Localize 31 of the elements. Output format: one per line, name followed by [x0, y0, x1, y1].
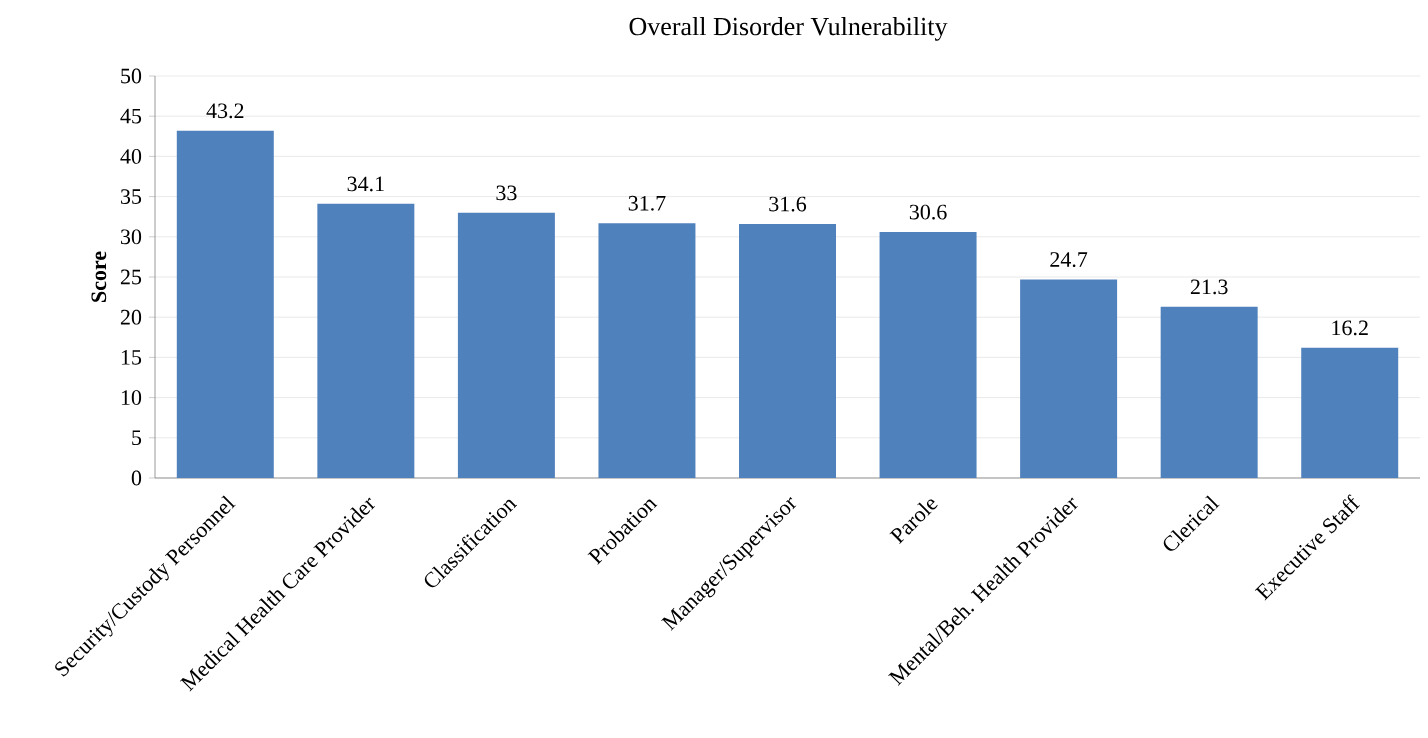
bar: [1020, 279, 1118, 478]
data-label: 43.2: [206, 103, 244, 119]
y-tick-label: 35: [121, 189, 142, 204]
bar: [598, 223, 696, 478]
bar: [739, 223, 836, 478]
data-label: 33: [496, 185, 517, 201]
y-tick-label: 20: [120, 309, 142, 325]
y-tick-label: 45: [120, 108, 142, 124]
y-tick-label: 50: [121, 68, 142, 84]
bar: [176, 130, 274, 478]
chart-title: Overall Disorder Vulnerability: [629, 17, 948, 41]
bar: [457, 212, 555, 478]
y-tick-label: 25: [120, 269, 142, 285]
data-label: 30.6: [909, 204, 947, 220]
y-tick-label: 15: [121, 350, 142, 365]
data-label: 16.2: [1332, 320, 1368, 336]
data-label: 31.7: [628, 195, 666, 211]
bar: [1301, 347, 1399, 478]
y-tick-label: 10: [121, 390, 142, 406]
y-tick-label: 30: [121, 229, 142, 245]
y-tick-label: 40: [120, 148, 142, 164]
y-axis-title: Score: [91, 251, 107, 302]
y-tick-label: 0: [131, 470, 142, 486]
y-tick-label: 5: [132, 430, 142, 446]
data-label: 34.1: [347, 176, 384, 192]
bar: [879, 231, 977, 478]
data-label: 31.6: [769, 196, 807, 212]
data-label: 21.3: [1190, 279, 1228, 295]
data-label: 24.7: [1050, 252, 1088, 268]
bar: [1160, 306, 1258, 478]
bar: [317, 203, 415, 478]
